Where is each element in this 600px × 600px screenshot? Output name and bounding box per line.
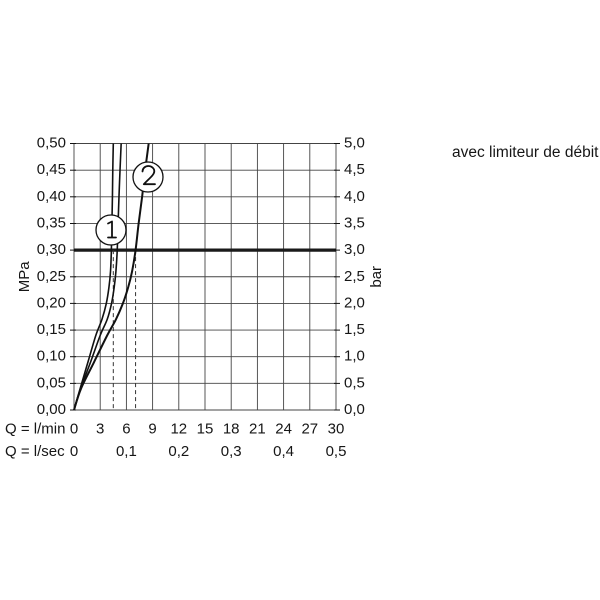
svg-text:MPa: MPa <box>16 261 33 293</box>
svg-text:21: 21 <box>249 421 266 438</box>
svg-text:0,40: 0,40 <box>37 188 66 205</box>
svg-text:4,5: 4,5 <box>344 161 365 178</box>
svg-text:avec limiteur de débit: avec limiteur de débit <box>452 144 599 161</box>
svg-text:0,45: 0,45 <box>37 161 66 178</box>
svg-text:0,35: 0,35 <box>37 214 66 231</box>
svg-text:0: 0 <box>70 421 78 438</box>
svg-text:9: 9 <box>148 421 156 438</box>
svg-text:bar: bar <box>368 266 385 288</box>
svg-text:Q = l/sec: Q = l/sec <box>5 443 65 460</box>
svg-text:6: 6 <box>122 421 130 438</box>
svg-text:12: 12 <box>170 421 187 438</box>
svg-text:4,0: 4,0 <box>344 188 365 205</box>
svg-text:18: 18 <box>223 421 240 438</box>
svg-text:0,5: 0,5 <box>344 374 365 391</box>
svg-text:3,5: 3,5 <box>344 214 365 231</box>
svg-text:0,05: 0,05 <box>37 374 66 391</box>
svg-text:0,4: 0,4 <box>273 443 294 460</box>
svg-text:0,10: 0,10 <box>37 348 66 365</box>
svg-text:0,1: 0,1 <box>116 443 137 460</box>
svg-text:0,0: 0,0 <box>344 401 365 418</box>
svg-text:0: 0 <box>70 443 78 460</box>
svg-text:2,0: 2,0 <box>344 294 365 311</box>
svg-text:2,5: 2,5 <box>344 268 365 285</box>
svg-text:0,3: 0,3 <box>221 443 242 460</box>
svg-text:30: 30 <box>328 421 345 438</box>
svg-text:5,0: 5,0 <box>344 134 365 151</box>
svg-text:27: 27 <box>301 421 318 438</box>
svg-text:0,25: 0,25 <box>37 268 66 285</box>
svg-text:0,20: 0,20 <box>37 294 66 311</box>
svg-text:0,50: 0,50 <box>37 134 66 151</box>
svg-text:24: 24 <box>275 421 292 438</box>
svg-text:0,5: 0,5 <box>326 443 347 460</box>
svg-text:0,30: 0,30 <box>37 241 66 258</box>
svg-text:0,15: 0,15 <box>37 321 66 338</box>
svg-text:1,0: 1,0 <box>344 348 365 365</box>
svg-text:0,00: 0,00 <box>37 401 66 418</box>
svg-text:Q = l/min: Q = l/min <box>5 421 65 438</box>
svg-text:3: 3 <box>96 421 104 438</box>
svg-text:15: 15 <box>197 421 214 438</box>
svg-text:0,2: 0,2 <box>168 443 189 460</box>
svg-text:1,5: 1,5 <box>344 321 365 338</box>
svg-text:3,0: 3,0 <box>344 241 365 258</box>
